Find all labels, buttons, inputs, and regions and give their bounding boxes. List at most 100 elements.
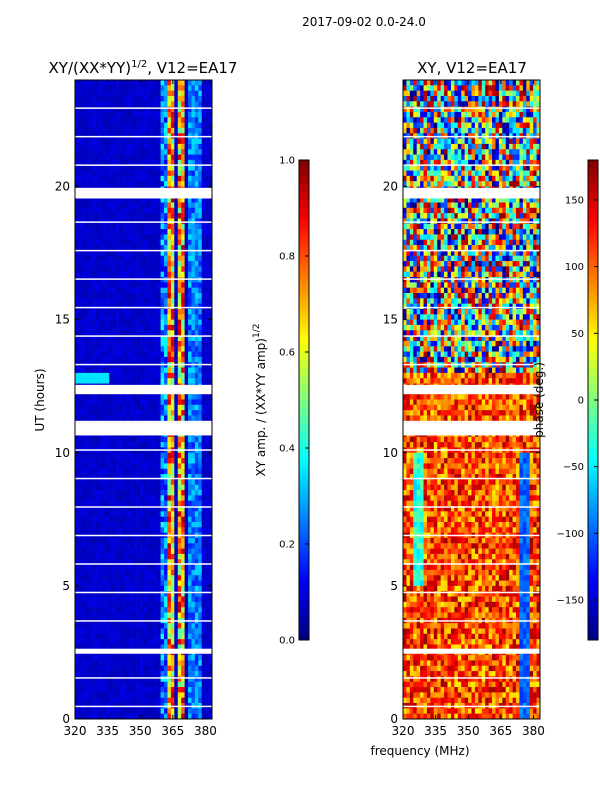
heatmap-cell	[116, 351, 120, 358]
heatmap-cell	[164, 596, 168, 603]
heatmap-cell	[201, 415, 206, 422]
heatmap-cell	[174, 170, 179, 177]
heatmap-cell	[157, 218, 161, 225]
heatmap-cell	[109, 287, 113, 294]
heatmap-cell	[208, 458, 213, 464]
heatmap-cell	[188, 229, 192, 235]
heatmap-cell	[126, 655, 131, 661]
heatmap-cell	[150, 490, 155, 496]
heatmap-cell	[177, 665, 182, 672]
heatmap-cell	[198, 372, 203, 379]
heatmap-cell	[112, 101, 117, 107]
heatmap-cell	[98, 367, 103, 374]
heatmap-cell	[81, 452, 86, 459]
heatmap-cell	[78, 351, 83, 358]
heatmap-cell	[119, 458, 124, 464]
heatmap-cell	[102, 95, 107, 102]
heatmap-cell	[181, 372, 185, 379]
heatmap-cell	[205, 404, 209, 411]
heatmap-cell	[146, 697, 151, 704]
heatmap-cell	[95, 681, 100, 688]
heatmap-cell	[181, 697, 185, 704]
heatmap-cell	[140, 415, 144, 422]
heatmap-cell	[143, 479, 148, 486]
heatmap-cell	[164, 202, 168, 209]
heatmap-cell	[88, 159, 93, 166]
heatmap-cell	[119, 90, 124, 97]
heatmap-cell	[184, 266, 189, 273]
heatmap-cell	[201, 308, 206, 315]
heatmap-cell	[92, 553, 96, 560]
heatmap-cell	[92, 335, 96, 342]
heatmap-cell	[184, 697, 189, 704]
heatmap-cell	[105, 250, 110, 257]
heatmap-cell	[126, 394, 131, 400]
heatmap-cell	[164, 324, 168, 331]
heatmap-cell	[88, 591, 93, 597]
heatmap-cell	[198, 596, 203, 603]
heatmap-cell	[184, 138, 189, 145]
heatmap-cell	[81, 660, 86, 667]
heatmap-cell	[133, 367, 137, 374]
heatmap-cell	[122, 229, 127, 235]
heatmap-cell	[140, 261, 144, 267]
heatmap-cell	[133, 218, 137, 225]
heatmap-cell	[198, 442, 203, 448]
heatmap-cell	[164, 101, 168, 107]
heatmap-cell	[109, 601, 113, 608]
heatmap-cell	[194, 95, 199, 102]
heatmap-cell	[98, 117, 103, 123]
heatmap-cell	[119, 415, 124, 422]
heatmap-cell	[98, 500, 103, 507]
heatmap-cell	[102, 330, 107, 336]
heatmap-cell	[81, 697, 86, 704]
heatmap-cell	[92, 516, 96, 523]
heatmap-cell	[198, 410, 203, 416]
heatmap-cell	[81, 239, 86, 246]
heatmap-cell	[194, 591, 199, 597]
heatmap-cell	[177, 207, 182, 214]
heatmap-cell	[160, 442, 165, 448]
heatmap-cell	[122, 601, 127, 608]
heatmap-cell	[112, 628, 117, 635]
heatmap-cell	[92, 298, 96, 304]
heatmap-cell	[188, 346, 192, 352]
heatmap-cell	[167, 197, 172, 203]
heatmap-cell	[198, 484, 203, 491]
heatmap-cell	[146, 261, 151, 267]
heatmap-cell	[194, 261, 199, 267]
heatmap-cell	[170, 463, 175, 470]
heatmap-cell	[174, 623, 179, 629]
heatmap-cell	[116, 633, 120, 640]
heatmap-cell	[208, 197, 213, 203]
heatmap-cell	[157, 468, 161, 475]
heatmap-cell	[105, 335, 110, 342]
heatmap-cell	[129, 149, 134, 155]
heatmap-cell	[98, 213, 103, 219]
heatmap-cell	[133, 713, 137, 720]
flagged-line	[75, 449, 212, 451]
heatmap-cell	[78, 633, 83, 640]
heatmap-cell	[191, 506, 196, 512]
heatmap-cell	[177, 500, 182, 507]
heatmap-cell	[188, 585, 192, 592]
heatmap-cell	[177, 159, 182, 166]
heatmap-cell	[146, 660, 151, 667]
heatmap-cell	[129, 692, 134, 699]
heatmap-cell	[170, 143, 175, 150]
heatmap-cell	[164, 628, 168, 635]
heatmap-cell	[143, 591, 148, 597]
heatmap-cell	[536, 85, 541, 91]
heatmap-cell	[146, 250, 151, 257]
heatmap-cell	[95, 138, 100, 145]
heatmap-cell	[413, 85, 417, 91]
heatmap-cell	[98, 122, 103, 129]
heatmap-cell	[112, 687, 117, 693]
heatmap-cell	[92, 218, 96, 225]
heatmap-cell	[191, 633, 196, 640]
heatmap-cell	[140, 660, 144, 667]
heatmap-cell	[188, 282, 192, 288]
heatmap-cell	[181, 202, 185, 209]
heatmap-cell	[188, 681, 192, 688]
heatmap-cell	[88, 442, 93, 448]
